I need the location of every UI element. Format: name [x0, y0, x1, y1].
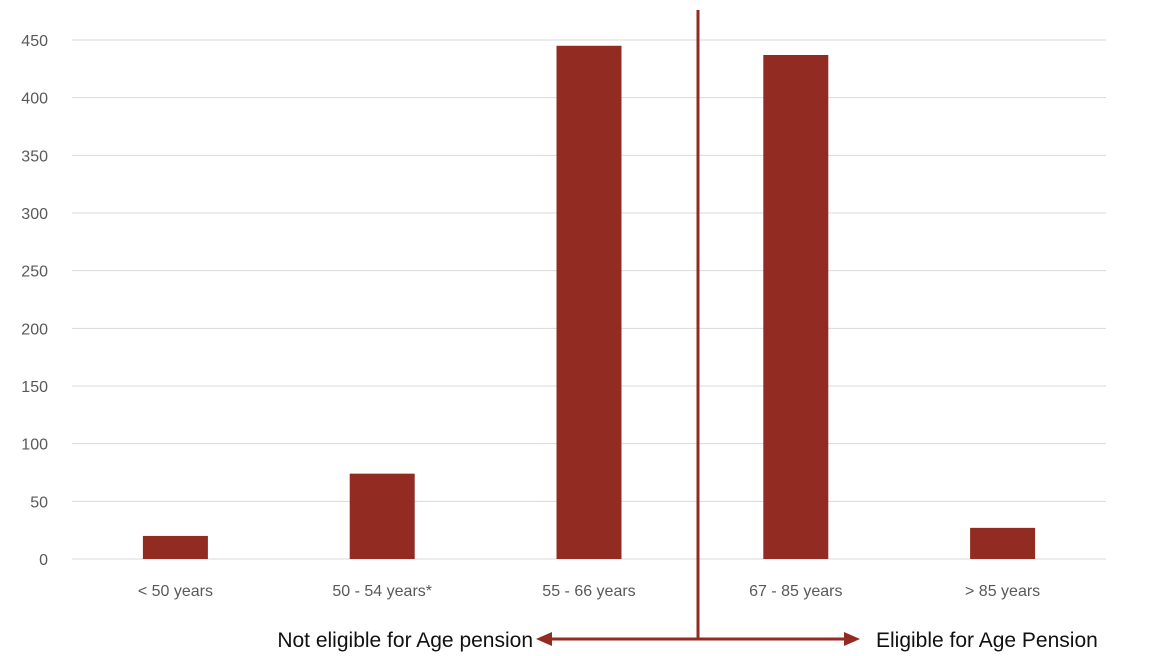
y-tick-label: 0 — [39, 552, 48, 569]
arrow-left-icon — [536, 632, 552, 646]
not-eligible-label: Not eligible for Age pension — [277, 629, 533, 652]
bar — [556, 45, 622, 560]
eligible-label: Eligible for Age Pension — [876, 629, 1098, 652]
bar — [142, 535, 208, 559]
y-tick-label: 150 — [21, 379, 48, 396]
arrow-right-icon — [844, 632, 860, 646]
y-tick-label: 300 — [21, 206, 48, 223]
y-tick-label: 350 — [21, 148, 48, 165]
y-tick-label: 250 — [21, 264, 48, 281]
bar — [349, 473, 415, 559]
x-tick-label: 67 - 85 years — [749, 583, 842, 600]
y-tick-label: 200 — [21, 321, 48, 338]
bars — [142, 45, 1036, 560]
x-axis-ticks: < 50 years 50 - 54 years* 55 - 66 years 67 … — [138, 583, 1040, 600]
y-tick-label: 450 — [21, 33, 48, 50]
bar — [763, 54, 829, 559]
x-tick-label: < 50 years — [138, 583, 213, 600]
y-tick-label: 50 — [30, 494, 48, 511]
y-axis-ticks: 0 50 100 150 200 250 300 350 400 450 — [21, 33, 48, 569]
x-tick-label: 50 - 54 years* — [332, 583, 432, 600]
y-tick-label: 100 — [21, 437, 48, 454]
x-tick-label: > 85 years — [965, 583, 1040, 600]
y-tick-label: 400 — [21, 91, 48, 108]
bar — [970, 527, 1036, 559]
eligibility-arrow — [536, 632, 860, 646]
x-tick-label: 55 - 66 years — [542, 583, 635, 600]
